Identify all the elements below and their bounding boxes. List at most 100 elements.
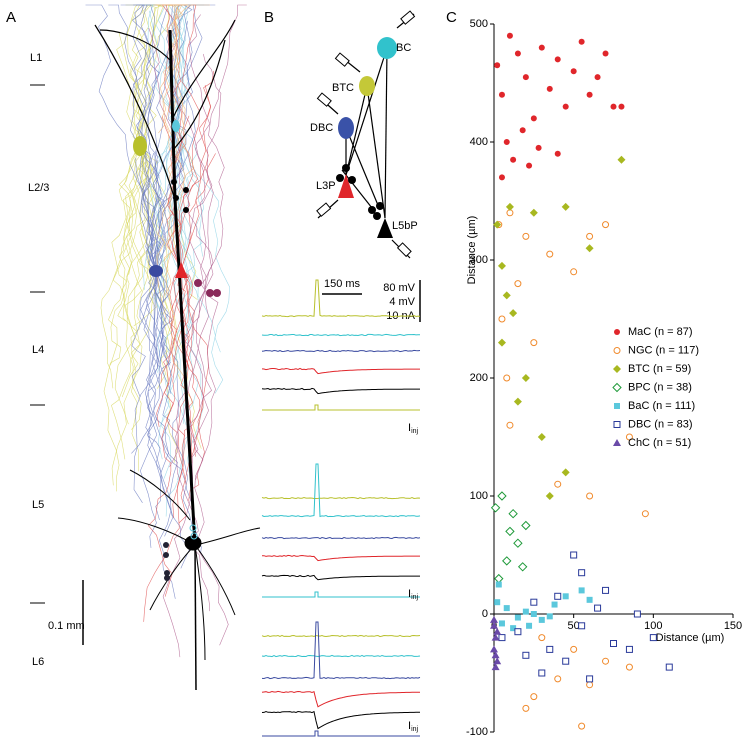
layer-label: L2/3 [28,182,49,194]
dendrite [155,270,173,366]
dendrite [112,145,150,472]
point [578,38,585,45]
point [610,640,617,647]
point [537,433,546,441]
point [497,491,507,501]
stimulus [262,591,420,598]
point [497,338,506,347]
point [594,604,602,612]
point [493,220,502,229]
legend-label: ChC (n = 51) [628,437,691,449]
point [570,268,578,276]
point [570,645,578,653]
point [494,599,501,606]
dendrite [159,19,178,296]
point [546,645,554,653]
dendrite [162,19,186,379]
point [503,139,510,145]
dendrite [139,145,171,389]
point [586,596,593,603]
trace [261,387,420,395]
dendrite [136,8,168,272]
trace [261,463,421,518]
point [546,85,553,92]
point [505,526,515,537]
dendrite [111,145,143,486]
point [517,562,528,572]
dendrite [118,31,144,147]
point [578,722,586,730]
point [493,657,502,665]
point [530,598,538,606]
dendrite [155,270,190,569]
point [490,645,498,653]
layer-label: L6 [32,656,44,668]
trace [261,574,420,581]
dendrite [171,19,185,156]
voltage-traces [261,279,421,737]
dendrite [127,4,157,147]
dendrite [180,70,215,271]
dendrite [175,125,224,394]
point [526,622,533,629]
legend-marker [612,382,622,393]
dendrite [114,145,141,425]
point [498,174,505,181]
point [538,44,545,51]
cell-label: DBC [310,122,333,134]
dendrite [143,269,189,622]
dendrite [132,4,162,272]
point [498,620,505,627]
stimulus [262,404,420,411]
point [508,508,518,519]
point [491,633,500,641]
point [522,651,530,659]
trace [261,333,420,337]
point [530,693,538,701]
trace [261,536,421,540]
dendrite [195,289,219,480]
point [578,622,586,630]
stimulus [262,730,420,737]
dendrite [121,145,157,398]
point [510,156,517,163]
y-tick-label: 0 [482,608,488,620]
point [505,202,514,211]
point [530,611,537,617]
point [530,115,537,122]
point [513,538,523,548]
current-label-sub: inj [411,726,418,733]
dendrite [148,27,214,291]
dendrite [169,289,209,468]
point [503,374,511,382]
current-label-main: I [408,720,411,732]
current-label-sub: inj [411,428,418,435]
point [495,581,502,588]
trace [261,710,420,730]
y-tick-label: 200 [470,372,488,384]
point [521,520,531,531]
legend-marker [613,421,621,428]
point [602,50,609,57]
current-label: Iinj [408,720,419,733]
dendrite [178,269,209,524]
current-label: Iinj [408,422,419,435]
amp-scale-label: 4 mV [389,296,415,308]
dendrite [175,125,203,257]
x-tick-label: 100 [644,620,662,632]
cell-label: BTC [332,82,354,94]
layer-label: L4 [32,344,44,356]
point [551,601,558,608]
point [602,586,610,594]
cell-label: BC [396,42,411,54]
point [491,663,500,671]
amp-scale-label: 80 mV [383,282,415,294]
scale-bar-label: 0.1 mm [48,620,85,632]
point [554,480,562,488]
scatter-chart: -1000100200300400500050100150Distance (µ… [466,18,742,738]
current-label-sub: inj [411,594,418,601]
dendrite [140,270,171,502]
point [526,162,533,169]
legend-label: BPC (n = 38) [628,381,692,393]
point [578,587,585,594]
